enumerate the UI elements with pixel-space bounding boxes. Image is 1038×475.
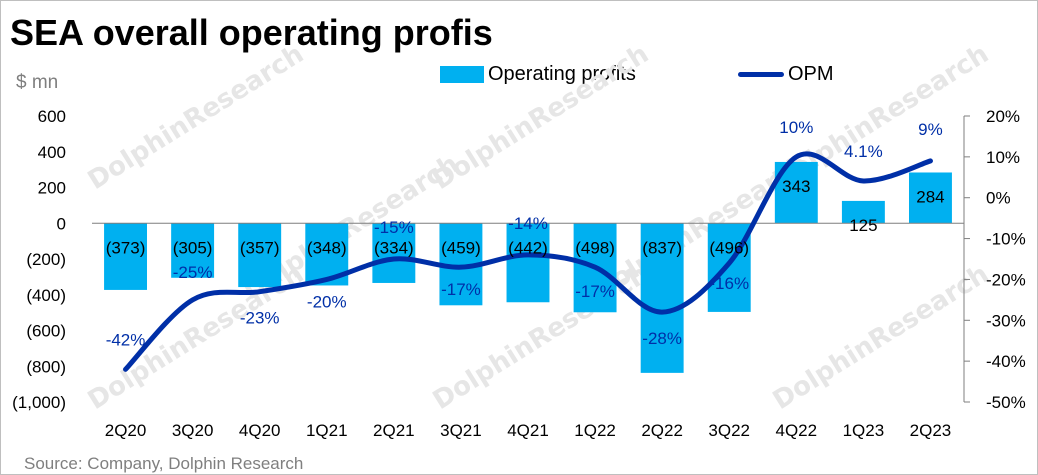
x-axis-tick-label: 2Q21: [373, 421, 415, 440]
x-axis-tick-label: 1Q21: [306, 421, 348, 440]
bar-data-label: (498): [575, 238, 615, 257]
x-axis-tick-label: 4Q21: [507, 421, 549, 440]
bar-data-label: 284: [916, 187, 944, 206]
x-axis-tick-label: 3Q21: [440, 421, 482, 440]
opm-data-label: -17%: [575, 282, 615, 301]
bar-data-label: (305): [173, 238, 213, 257]
bar-operating-profit: [238, 223, 282, 288]
left-axis-tick-label: (1,000): [12, 393, 66, 412]
bar-operating-profit: [171, 223, 215, 278]
right-axis-tick-label: -50%: [986, 393, 1026, 412]
left-axis-tick-label: (400): [26, 286, 66, 305]
bar-data-label: (442): [508, 238, 548, 257]
left-axis-tick-label: 400: [38, 143, 66, 162]
legend-bar-swatch: [440, 65, 484, 83]
watermark-text: DolphinResearch: [83, 39, 309, 196]
opm-data-label: -28%: [642, 329, 682, 348]
right-axis-tick-label: 0%: [986, 189, 1011, 208]
bar-operating-profit: [908, 172, 952, 224]
opm-data-label: -42%: [106, 330, 146, 349]
bar-operating-profit: [104, 223, 148, 290]
source-note: Source: Company, Dolphin Research: [24, 454, 304, 473]
x-axis-tick-label: 3Q20: [172, 421, 214, 440]
opm-data-label: -14%: [508, 214, 548, 233]
right-axis-tick-label: 20%: [986, 107, 1020, 126]
legend-item-opm: OPM: [738, 62, 834, 86]
opm-data-label: -16%: [709, 274, 749, 293]
x-axis-tick-label: 1Q22: [574, 421, 616, 440]
legend-line-swatch: [738, 71, 784, 77]
x-axis-tick-label: 4Q20: [239, 421, 281, 440]
bar-data-label: 343: [782, 177, 810, 196]
bar-operating-profit: [372, 223, 416, 283]
chart-title: SEA overall operating profis: [10, 12, 493, 53]
left-axis-tick-label: 0: [57, 214, 66, 233]
left-axis-tick-label: (600): [26, 322, 66, 341]
bar-data-label: (373): [106, 238, 146, 257]
left-axis-tick-label: 600: [38, 107, 66, 126]
opm-data-label: 9%: [918, 120, 943, 139]
bar-operating-profit: [640, 223, 684, 373]
right-axis-tick-label: -20%: [986, 270, 1026, 289]
bar-data-label: (459): [441, 238, 481, 257]
bar-data-label: 125: [849, 216, 877, 235]
right-axis-tick-label: 10%: [986, 148, 1020, 167]
x-axis-tick-label: 2Q20: [105, 421, 147, 440]
legend-label-operating-profits: Operating profits: [488, 62, 636, 85]
bar-data-label: (334): [374, 238, 414, 257]
legend-label-opm: OPM: [788, 62, 834, 85]
bar-data-label: (348): [307, 238, 347, 257]
opm-data-label: 10%: [779, 118, 813, 137]
bar-data-label: (357): [240, 238, 280, 257]
opm-data-label: -25%: [173, 263, 213, 282]
left-axis-unit: $ mn: [16, 72, 59, 93]
x-axis-tick-label: 4Q22: [776, 421, 818, 440]
left-axis-tick-label: (200): [26, 250, 66, 269]
bar-data-label: (837): [642, 238, 682, 257]
left-axis-tick-label: (800): [26, 357, 66, 376]
watermark-text: DolphinResearch: [768, 259, 994, 416]
right-axis-tick-label: -10%: [986, 230, 1026, 249]
opm-line: [123, 151, 933, 372]
bar-data-label: (496): [709, 238, 749, 257]
opm-data-label: -17%: [441, 280, 481, 299]
left-axis-tick-label: 200: [38, 179, 66, 198]
bar-operating-profit: [506, 223, 550, 303]
x-axis-tick-label: 2Q22: [641, 421, 683, 440]
right-axis-tick-label: -30%: [986, 311, 1026, 330]
opm-data-label: -20%: [307, 292, 347, 311]
legend-item-operating-profits: Operating profits: [440, 62, 636, 86]
opm-data-label: -15%: [374, 218, 414, 237]
x-axis-tick-label: 1Q23: [843, 421, 885, 440]
opm-data-label: -23%: [240, 309, 280, 328]
x-axis-tick-label: 3Q22: [708, 421, 750, 440]
right-axis-tick-label: -40%: [986, 352, 1026, 371]
opm-data-label: 4.1%: [844, 142, 883, 161]
x-axis-tick-label: 2Q23: [910, 421, 952, 440]
bar-operating-profit: [841, 200, 885, 224]
